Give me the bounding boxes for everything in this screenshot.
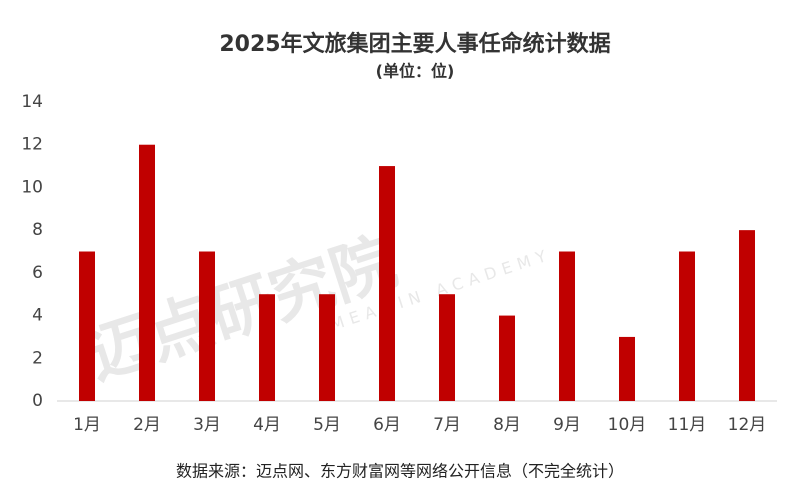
y-tick-label: 2 xyxy=(32,348,43,368)
x-tick-label: 12月 xyxy=(728,415,767,435)
x-tick-label: 5月 xyxy=(313,415,341,435)
x-tick-label: 1月 xyxy=(73,415,101,435)
y-tick-label: 14 xyxy=(21,92,43,112)
x-tick-label: 11月 xyxy=(668,415,707,435)
bar xyxy=(439,294,455,401)
bar xyxy=(139,144,155,401)
x-tick-label: 6月 xyxy=(373,415,401,435)
bar xyxy=(379,166,395,401)
x-tick-label: 9月 xyxy=(553,415,581,435)
x-tick-label: 4月 xyxy=(253,415,281,435)
bar xyxy=(739,230,755,401)
y-tick-label: 12 xyxy=(21,135,43,155)
bar xyxy=(559,251,575,401)
x-tick-label: 10月 xyxy=(608,415,647,435)
chart-title: 2025年文旅集团主要人事任命统计数据 xyxy=(219,31,610,57)
chart-subtitle: (单位：位) xyxy=(376,62,455,81)
source-note: 数据来源：迈点网、东方财富网等网络公开信息（不完全统计） xyxy=(176,462,624,481)
bar xyxy=(619,336,635,401)
x-tick-label: 8月 xyxy=(493,415,521,435)
bar xyxy=(199,251,215,401)
y-tick-label: 4 xyxy=(32,306,43,326)
y-tick-label: 8 xyxy=(32,220,43,240)
bar xyxy=(79,251,95,401)
y-tick-label: 6 xyxy=(32,263,43,283)
x-tick-label: 7月 xyxy=(433,415,461,435)
bar xyxy=(319,294,335,401)
bar xyxy=(259,294,275,401)
x-tick-label: 2月 xyxy=(133,415,161,435)
bar xyxy=(499,315,515,401)
y-tick-label: 0 xyxy=(32,391,43,411)
bar xyxy=(679,251,695,401)
y-tick-label: 10 xyxy=(21,177,43,197)
x-tick-label: 3月 xyxy=(193,415,221,435)
